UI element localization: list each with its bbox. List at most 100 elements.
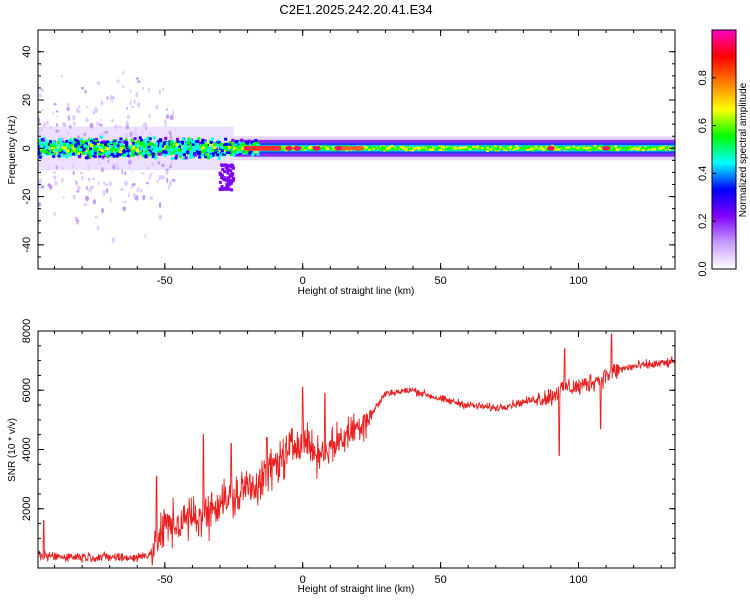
- spectrogram-cell: [499, 146, 502, 149]
- spectrogram-cell: [91, 141, 95, 145]
- spectrogram-cell: [218, 180, 222, 184]
- snr-xtick-label: 100: [569, 574, 587, 586]
- spectrogram-cell: [545, 146, 548, 149]
- snr-series-line: [38, 333, 675, 566]
- spectrogram-cell: [420, 146, 423, 149]
- spectrogram-speckle: [165, 108, 168, 111]
- spectrogram-cell: [44, 142, 48, 146]
- spectrogram-speckle: [61, 166, 65, 170]
- spectrogram-cell: [322, 147, 326, 150]
- spectrogram-cell: [526, 149, 529, 152]
- spectrogram-xtick-label: 50: [434, 275, 446, 287]
- spectrogram-cell: [497, 149, 500, 152]
- spectrogram-speckle: [99, 123, 103, 127]
- spectrogram-cell: [598, 147, 601, 150]
- spectrogram-cell: [504, 147, 507, 150]
- spectrogram-cell: [465, 146, 468, 149]
- spectrogram-cell: [80, 145, 84, 149]
- spectrogram-speckle: [55, 129, 60, 133]
- spectrogram-cell: [127, 149, 131, 153]
- spectrogram-cell: [226, 171, 230, 175]
- spectrogram-speckle: [125, 120, 129, 127]
- spectrogram-cell: [372, 145, 376, 148]
- spectrogram-cell: [523, 146, 526, 149]
- spectrogram-cell: [639, 147, 643, 150]
- spectrogram-cell: [508, 148, 512, 151]
- spectrogram-speckle: [165, 114, 170, 120]
- spectrogram-cell: [450, 145, 454, 148]
- spectrogram-cell: [194, 142, 198, 146]
- spectrogram-cell: [309, 145, 313, 148]
- spectrogram-cell: [248, 151, 252, 155]
- spectrogram-cell: [226, 185, 230, 189]
- spectrogram-cell: [480, 146, 484, 149]
- spectrogram-cell: [506, 147, 510, 150]
- spectrogram-cell: [96, 150, 100, 154]
- spectrogram-cell: [178, 144, 182, 148]
- spectrogram-panel: -50 0 50 100 -40 -20 0 20 40 Height of straight …: [7, 29, 676, 297]
- spectrogram-cell: [410, 148, 414, 151]
- spectrogram-cell: [656, 148, 659, 151]
- spectrogram-cell: [224, 186, 228, 190]
- spectrogram-cell: [45, 152, 49, 156]
- spectrogram-hot-segment: [247, 145, 281, 151]
- spectrogram-speckle: [111, 119, 114, 123]
- spectrogram-speckle: [148, 132, 151, 136]
- spectrogram-cell: [149, 153, 153, 157]
- spectrogram-speckle: [136, 79, 139, 84]
- spectrogram-speckle: [165, 168, 169, 171]
- spectrogram-cell: [228, 143, 232, 147]
- spectrogram-speckle: [172, 110, 175, 116]
- spectrogram-cell: [617, 146, 620, 149]
- spectrogram-cell: [226, 176, 230, 180]
- spectrogram-cell: [345, 149, 348, 152]
- spectrogram-speckle: [116, 79, 120, 83]
- spectrogram-cell: [61, 146, 65, 150]
- spectrogram-cell: [231, 166, 235, 170]
- spectrogram-cell: [112, 154, 116, 158]
- spectrogram-cell: [438, 146, 441, 149]
- spectrogram-cell: [105, 154, 109, 158]
- spectrogram-cell: [198, 152, 202, 156]
- spectrogram-cell: [180, 146, 184, 150]
- spectrogram-cell: [227, 183, 231, 187]
- spectrogram-cell: [167, 151, 171, 155]
- spectrogram-cell: [385, 147, 389, 150]
- spectrogram-cell: [514, 147, 517, 150]
- spectrogram-cell: [46, 142, 50, 146]
- spectrogram-cell: [87, 147, 91, 151]
- spectrogram-cell: [159, 142, 163, 146]
- spectrogram-cell: [542, 145, 546, 148]
- spectrogram-cell: [158, 144, 162, 148]
- spectrogram-speckle: [141, 124, 146, 127]
- spectrogram-speckle: [111, 237, 116, 243]
- spectrogram-cell: [226, 168, 230, 172]
- spectrogram-speckle: [170, 159, 173, 166]
- spectrogram-cell: [637, 147, 641, 150]
- spectrogram-cell: [614, 145, 617, 148]
- spectrogram-cell: [172, 149, 176, 153]
- spectrogram-cell: [223, 163, 227, 167]
- colorbar-tick-label: 0.0: [697, 261, 709, 276]
- spectrogram-cell: [68, 153, 72, 157]
- spectrogram-cell: [238, 149, 242, 153]
- spectrogram-speckle: [132, 130, 134, 136]
- spectrogram-cell: [181, 140, 185, 144]
- spectrogram-cell: [405, 149, 408, 152]
- spectrogram-speckle: [75, 220, 80, 225]
- spectrogram-plot: [38, 63, 675, 243]
- spectrogram-cell: [112, 139, 116, 143]
- spectrogram-speckle: [136, 187, 140, 193]
- spectrogram-cell: [429, 149, 432, 152]
- spectrogram-cell: [608, 146, 612, 149]
- spectrogram-cell: [227, 187, 231, 191]
- spectrogram-cell: [237, 148, 241, 151]
- spectrogram-cell: [136, 140, 140, 144]
- spectrogram-speckle: [113, 124, 118, 130]
- spectrogram-speckle: [108, 180, 112, 187]
- spectrogram-cell: [68, 139, 72, 143]
- spectrogram-speckle: [136, 154, 139, 161]
- spectrogram-speckle: [126, 106, 129, 110]
- spectrogram-cell: [169, 140, 173, 144]
- spectrogram-cell: [165, 152, 169, 156]
